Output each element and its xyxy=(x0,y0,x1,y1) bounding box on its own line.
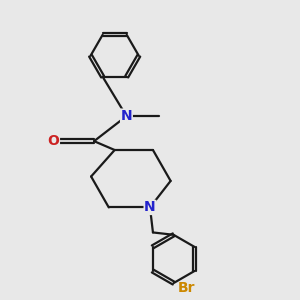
Text: N: N xyxy=(144,200,156,214)
Text: N: N xyxy=(121,109,132,123)
Text: O: O xyxy=(47,134,59,148)
Text: Br: Br xyxy=(178,280,196,295)
